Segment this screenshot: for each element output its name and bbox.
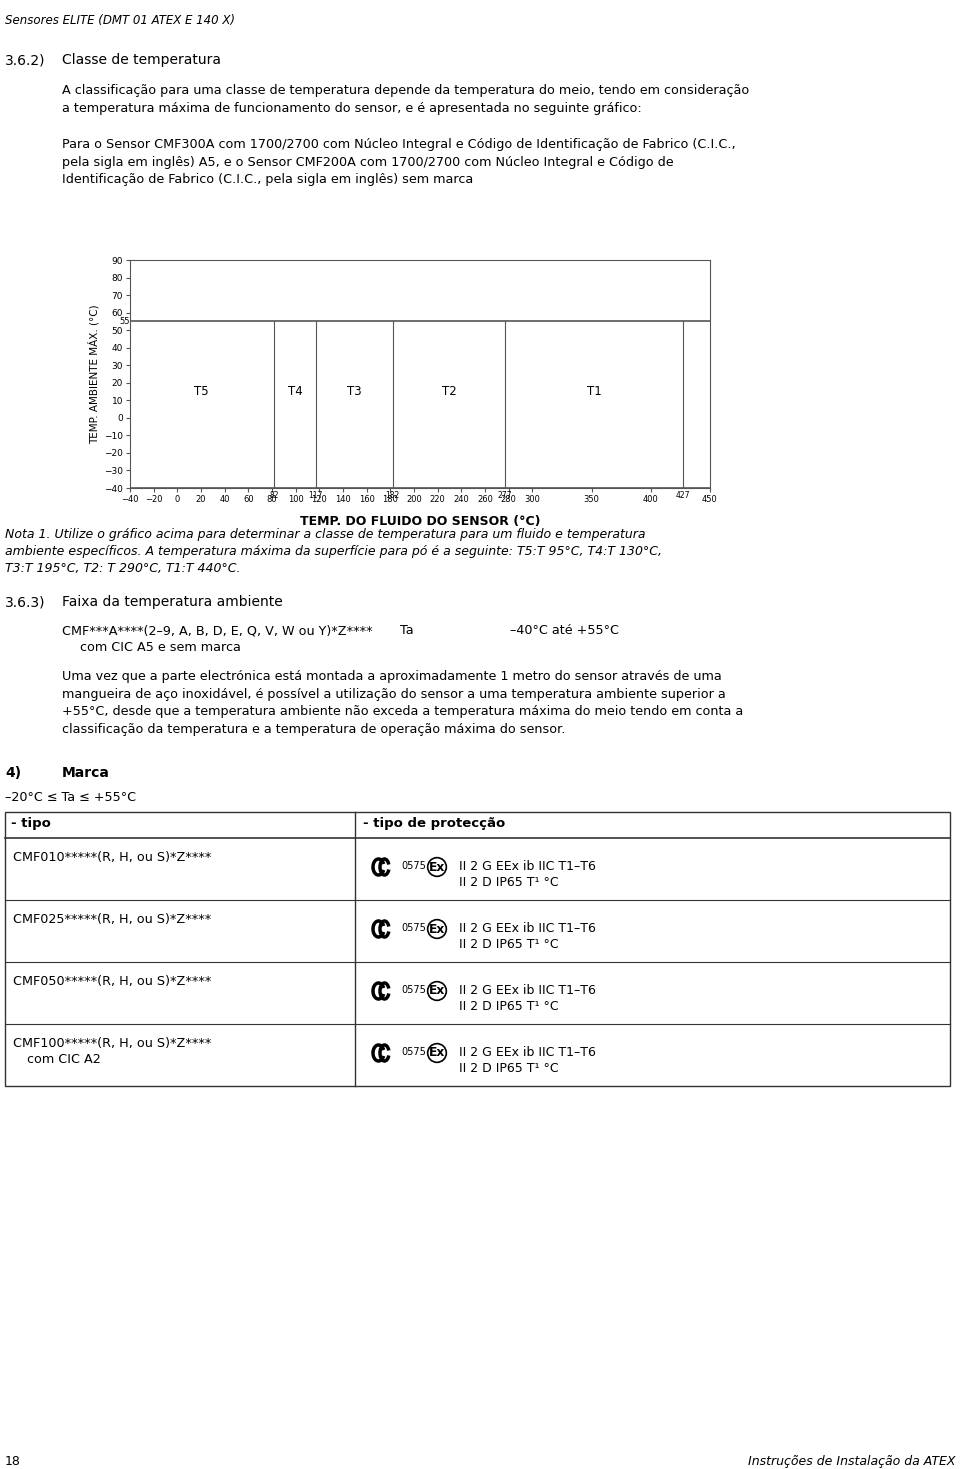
Text: 55: 55 xyxy=(119,317,130,326)
Text: 0575: 0575 xyxy=(401,986,426,995)
Text: 277: 277 xyxy=(498,491,513,499)
Text: 182: 182 xyxy=(386,491,400,499)
Text: CMF100*****(R, H, ou S)*Z****: CMF100*****(R, H, ou S)*Z**** xyxy=(13,1037,211,1050)
Text: com CIC A5 e sem marca: com CIC A5 e sem marca xyxy=(80,640,241,654)
Text: Ex: Ex xyxy=(429,1046,445,1059)
X-axis label: TEMP. DO FLUIDO DO SENSOR (°C): TEMP. DO FLUIDO DO SENSOR (°C) xyxy=(300,516,540,527)
Text: T3: T3 xyxy=(347,385,362,398)
Text: CMF***A****(2–9, A, B, D, E, Q, V, W ou Y)*Z****: CMF***A****(2–9, A, B, D, E, Q, V, W ou … xyxy=(62,624,372,638)
Text: Para o Sensor CMF300A com 1700/2700 com Núcleo Integral e Código de Identificaçã: Para o Sensor CMF300A com 1700/2700 com … xyxy=(62,138,735,187)
Text: 0575: 0575 xyxy=(401,861,426,871)
Text: Classe de temperatura: Classe de temperatura xyxy=(62,53,221,68)
Text: –40°C até +55°C: –40°C até +55°C xyxy=(510,624,619,638)
Text: II 2 D IP65 T¹ °C: II 2 D IP65 T¹ °C xyxy=(459,1000,559,1014)
Text: Instruções de Instalação da ATEX: Instruções de Instalação da ATEX xyxy=(748,1454,955,1468)
Text: II 2 D IP65 T¹ °C: II 2 D IP65 T¹ °C xyxy=(459,939,559,950)
Text: T5: T5 xyxy=(194,385,208,398)
Text: - tipo: - tipo xyxy=(11,817,51,830)
Text: 117: 117 xyxy=(309,491,323,499)
Text: - tipo de protecção: - tipo de protecção xyxy=(363,817,505,830)
Text: T4: T4 xyxy=(288,385,302,398)
Text: Marca: Marca xyxy=(62,765,109,780)
Text: CMF010*****(R, H, ou S)*Z****: CMF010*****(R, H, ou S)*Z**** xyxy=(13,851,211,864)
Text: 0575: 0575 xyxy=(401,923,426,933)
Text: 4): 4) xyxy=(5,765,21,780)
Text: II 2 D IP65 T¹ °C: II 2 D IP65 T¹ °C xyxy=(459,876,559,889)
Text: T1: T1 xyxy=(587,385,601,398)
Text: II 2 G EEx ib IIC T1–T6: II 2 G EEx ib IIC T1–T6 xyxy=(459,923,596,934)
Text: Faixa da temperatura ambiente: Faixa da temperatura ambiente xyxy=(62,595,283,610)
Text: II 2 D IP65 T¹ °C: II 2 D IP65 T¹ °C xyxy=(459,1062,559,1075)
Text: II 2 G EEx ib IIC T1–T6: II 2 G EEx ib IIC T1–T6 xyxy=(459,859,596,873)
Text: com CIC A2: com CIC A2 xyxy=(27,1053,101,1066)
Text: 0575: 0575 xyxy=(401,1047,426,1058)
Text: Ex: Ex xyxy=(429,861,445,874)
Text: CMF025*****(R, H, ou S)*Z****: CMF025*****(R, H, ou S)*Z**** xyxy=(13,914,211,925)
Text: CMF050*****(R, H, ou S)*Z****: CMF050*****(R, H, ou S)*Z**** xyxy=(13,975,211,989)
Text: Ex: Ex xyxy=(429,984,445,997)
Text: II 2 G EEx ib IIC T1–T6: II 2 G EEx ib IIC T1–T6 xyxy=(459,1046,596,1059)
Y-axis label: TEMP. AMBIENTE MÁX. (°C): TEMP. AMBIENTE MÁX. (°C) xyxy=(88,304,100,444)
Text: 82: 82 xyxy=(270,491,279,499)
Bar xyxy=(5,812,950,1086)
Text: 18: 18 xyxy=(5,1454,21,1468)
Text: II 2 G EEx ib IIC T1–T6: II 2 G EEx ib IIC T1–T6 xyxy=(459,984,596,997)
Text: Nota 1. Utilize o gráfico acima para determinar a classe de temperatura para um : Nota 1. Utilize o gráfico acima para det… xyxy=(5,527,662,574)
Text: Ta: Ta xyxy=(400,624,414,638)
Text: A classificação para uma classe de temperatura depende da temperatura do meio, t: A classificação para uma classe de tempe… xyxy=(62,84,749,115)
Text: 3.6.2): 3.6.2) xyxy=(5,53,45,68)
Text: Ex: Ex xyxy=(429,923,445,936)
Text: Sensores ELITE (DMT 01 ATEX E 140 X): Sensores ELITE (DMT 01 ATEX E 140 X) xyxy=(5,15,235,26)
Text: –20°C ≤ Ta ≤ +55°C: –20°C ≤ Ta ≤ +55°C xyxy=(5,790,136,804)
Text: T2: T2 xyxy=(442,385,456,398)
Text: 3.6.3): 3.6.3) xyxy=(5,595,45,610)
Text: 427: 427 xyxy=(676,491,690,499)
Text: Uma vez que a parte electrónica está montada a aproximadamente 1 metro do sensor: Uma vez que a parte electrónica está mon… xyxy=(62,670,743,736)
